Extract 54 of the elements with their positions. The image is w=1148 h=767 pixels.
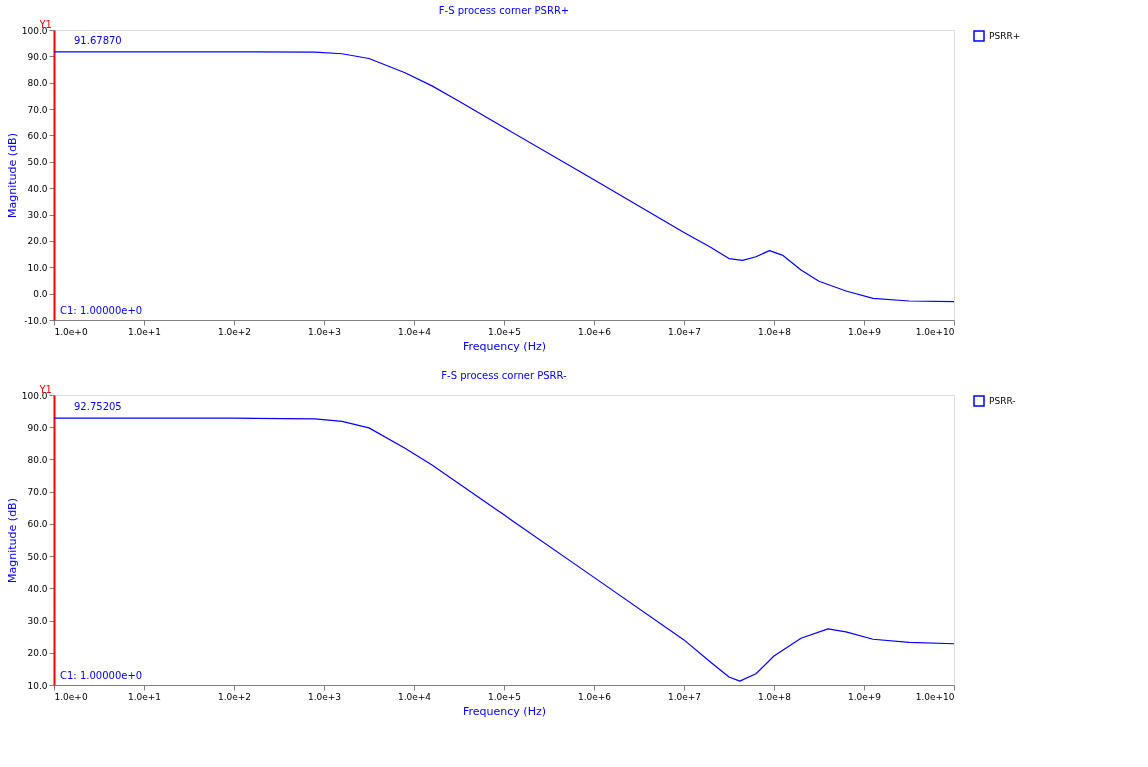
x-tick-label: 1.0e+0 (54, 691, 88, 702)
x-tick-label: 1.0e+3 (307, 326, 342, 337)
y-tick-label: 0.0 (33, 289, 48, 300)
x-tick-label: 1.0e+4 (397, 326, 432, 337)
y-tick-label: 30.0 (27, 210, 48, 221)
annotation: 92.75205 (74, 401, 122, 413)
x-tick-label: 1.0e+10 (915, 691, 955, 702)
y-tick-label: 40.0 (27, 183, 48, 194)
y-tick-label: 90.0 (27, 422, 48, 433)
x-tick-label: 1.0e+6 (577, 691, 612, 702)
x-tick-label: 1.0e+2 (217, 326, 252, 337)
y-tick-label: 20.0 (27, 236, 48, 247)
y-tick-label: 70.0 (27, 104, 48, 115)
x-tick-label: 1.0e+1 (127, 326, 162, 337)
annotation: 91.67870 (74, 34, 122, 46)
x-tick-label: 1.0e+3 (307, 691, 342, 702)
x-tick-label: 1.0e+9 (847, 691, 882, 702)
x-tick-label: 1.0e+1 (127, 691, 162, 702)
x-axis-title: Frequency (Hz) (463, 339, 546, 353)
y-tick-label: 70.0 (27, 487, 48, 498)
legend-label: PSRR+ (989, 31, 1021, 41)
y-tick-label: 10.0 (27, 680, 48, 691)
x-tick-label: 1.0e+2 (217, 691, 252, 702)
y-tick-label: 40.0 (27, 583, 48, 594)
y-tick-label: 10.0 (27, 262, 48, 273)
chart-title: F-S process corner PSRR- (441, 370, 568, 381)
y-tick-label: 30.0 (27, 616, 48, 627)
x-tick-label: 1.0e+7 (667, 691, 702, 702)
annotation: C1: 1.00000e+0 (60, 305, 143, 316)
y-tick-label: 80.0 (27, 78, 48, 89)
chart-title: F-S process corner PSRR+ (438, 5, 570, 16)
y-axis-title: Magnitude (dB) (5, 498, 19, 583)
y-tick-label: 80.0 (27, 454, 48, 465)
y-tick-label: 90.0 (27, 51, 48, 62)
x-tick-label: 1.0e+5 (487, 326, 522, 337)
x-tick-label: 1.0e+5 (487, 691, 522, 702)
y-axis-title: Magnitude (dB) (5, 133, 19, 218)
x-tick-label: 1.0e+6 (577, 326, 612, 337)
x-tick-label: 1.0e+8 (757, 691, 792, 702)
x-tick-label: 1.0e+4 (397, 691, 432, 702)
x-axis-title: Frequency (Hz) (463, 704, 546, 718)
x-tick-label: 1.0e+7 (667, 326, 702, 337)
y-tick-label: 50.0 (27, 551, 48, 562)
y-tick-label: 20.0 (27, 648, 48, 659)
x-tick-label: 1.0e+10 (915, 326, 955, 337)
x-tick-label: 1.0e+0 (54, 326, 88, 337)
legend-label: PSRR- (989, 396, 1016, 406)
annotation: C1: 1.00000e+0 (60, 670, 143, 681)
y-tick-label: 50.0 (27, 157, 48, 168)
y-tick-label: -10.0 (24, 315, 48, 326)
y-tick-label: 60.0 (27, 130, 48, 141)
x-tick-label: 1.0e+8 (757, 326, 792, 337)
y-tick-label: 60.0 (27, 519, 48, 530)
x-tick-label: 1.0e+9 (847, 326, 882, 337)
